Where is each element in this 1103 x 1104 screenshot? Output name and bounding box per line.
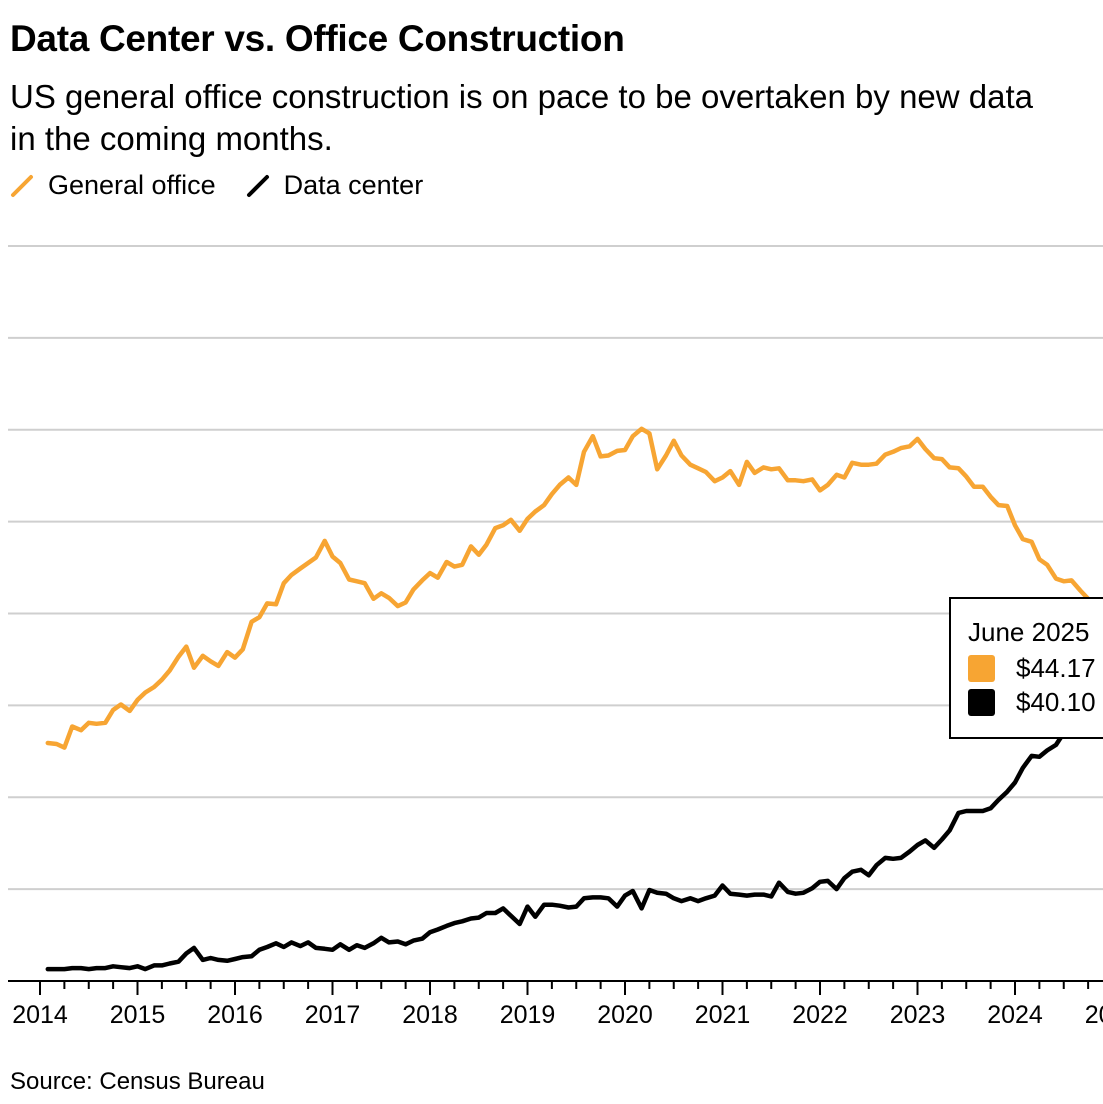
slash-line-icon [11,174,33,197]
source-note: Source: Census Bureau [10,1068,265,1095]
x-tick-label: 2014 [12,1001,68,1029]
tooltip-value-data-center: $40.10 [1016,687,1096,717]
legend-label-general-office: General office [48,170,216,200]
series-line-general-office [45,426,1103,750]
x-tick-label: 2023 [890,1001,946,1029]
hover-tooltip: June 2025 $44.17 $40.10 [949,597,1103,739]
legend-item-general-office: General office [10,170,216,201]
x-tick-label: 2017 [305,1001,361,1029]
x-tick-label: 2022 [792,1001,848,1029]
x-tick-label: 2016 [207,1001,263,1029]
x-tick-label: 2018 [402,1001,458,1029]
series-line-data-center [45,671,1103,972]
chart-subtitle: US general office construction is on pac… [10,78,1034,157]
tooltip-swatch-data-center [968,689,995,716]
x-tick-label: 2019 [500,1001,556,1029]
chart-title: Data Center vs. Office Construction [10,18,625,59]
tooltip-swatch-general-office [968,655,995,682]
tooltip-row-general-office: $44.17 [968,653,1096,684]
tooltip-date: June 2025 [968,617,1090,647]
legend: General office Data center [10,170,453,201]
x-tick-label: 2025 [1085,1001,1103,1029]
tooltip-row-data-center: $40.10 [968,687,1096,718]
tooltip-value-general-office: $44.17 [1016,653,1096,683]
x-tick-label: 2021 [695,1001,751,1029]
legend-item-data-center: Data center [246,170,424,201]
x-tick-label: 2015 [110,1001,166,1029]
x-tick-label: 2020 [597,1001,653,1029]
legend-label-data-center: Data center [283,170,424,200]
x-tick-label: 2024 [987,1001,1043,1029]
slash-line-icon [246,174,269,197]
